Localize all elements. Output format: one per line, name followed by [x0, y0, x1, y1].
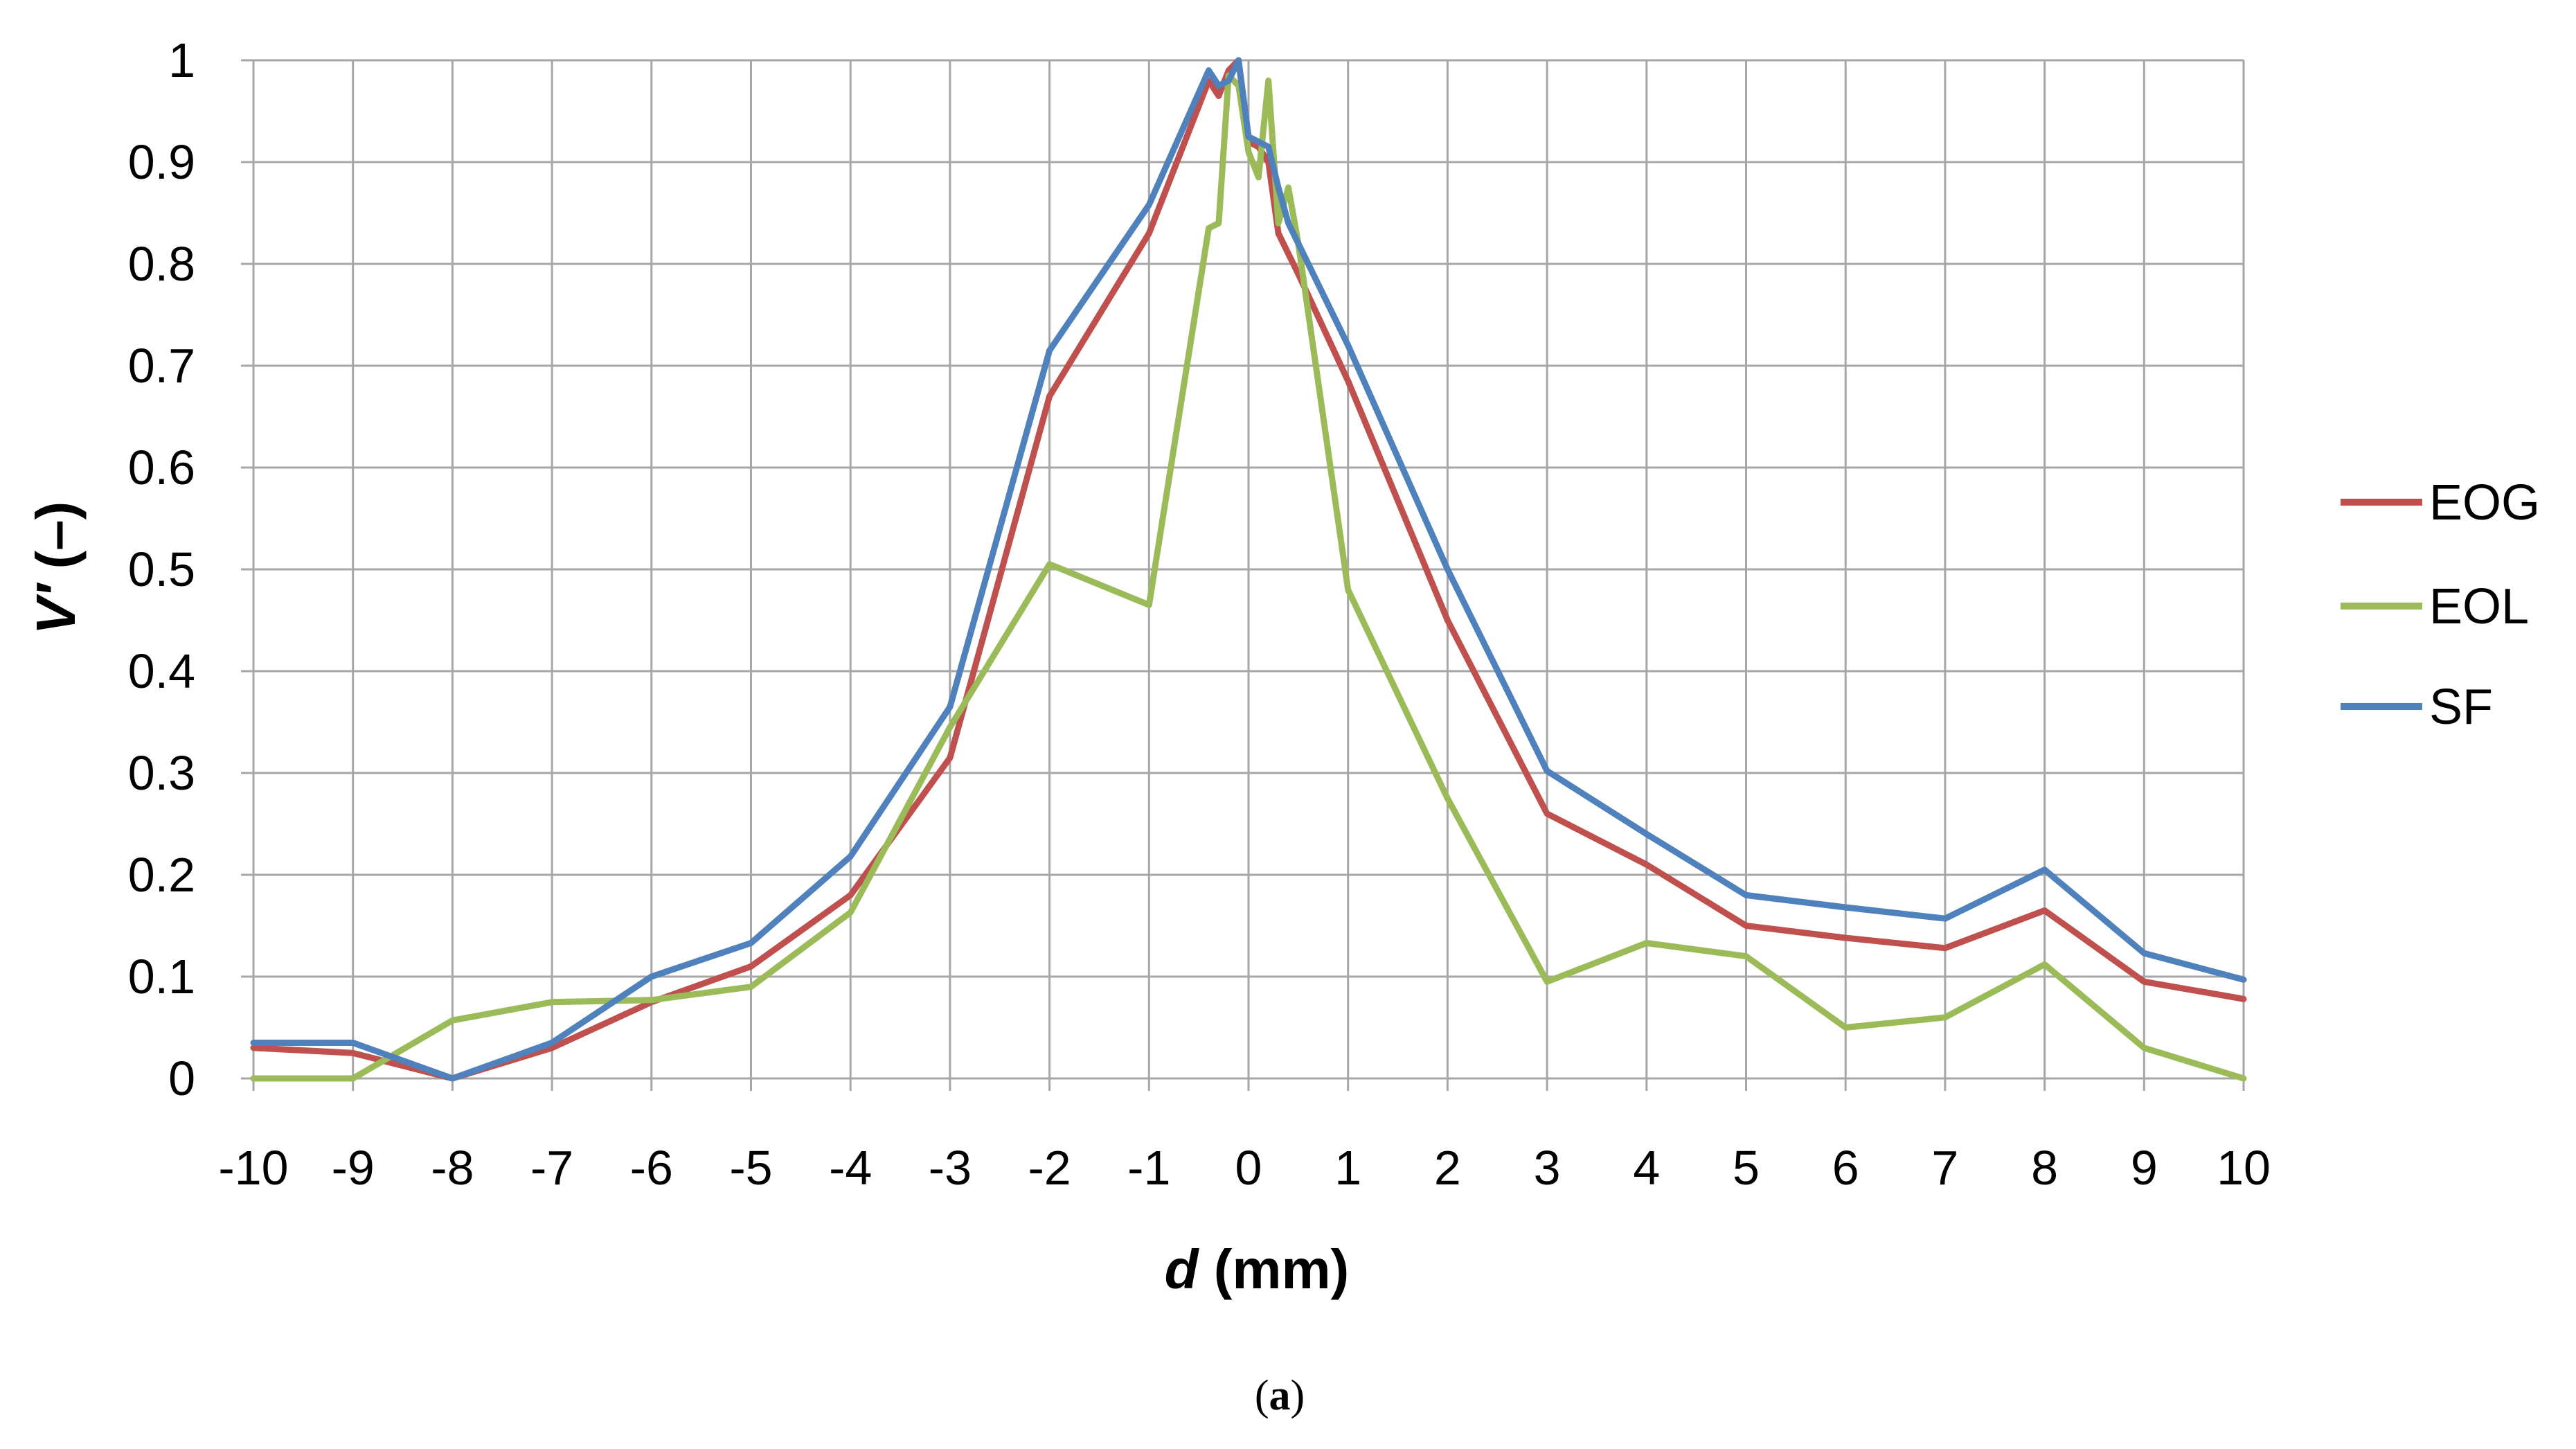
- y-tick-label-7: 0.7: [128, 339, 195, 393]
- x-tick-label-18: 8: [2031, 1141, 2058, 1195]
- x-tick-label-1: -9: [332, 1141, 375, 1195]
- x-tick-label-13: 3: [1534, 1141, 1561, 1195]
- x-tick-labels: -10 -9 -8 -7 -6 -5 -4 -3 -2 -1 0 1 2 3 4 5 6 7 8 9 10: [218, 1141, 2271, 1195]
- x-tick-label-12: 2: [1434, 1141, 1461, 1195]
- x-tick-label-10: 0: [1235, 1141, 1262, 1195]
- y-tick-label-5: 0.5: [128, 542, 195, 596]
- x-tick-label-8: -2: [1028, 1141, 1071, 1195]
- x-tick-label-4: -6: [630, 1141, 673, 1195]
- x-tick-label-6: -4: [829, 1141, 872, 1195]
- x-tick-label-20: 10: [2217, 1141, 2271, 1195]
- y-tick-label-9: 0.9: [128, 135, 195, 189]
- x-tick-label-17: 7: [1931, 1141, 1958, 1195]
- x-tick-label-2: -8: [431, 1141, 474, 1195]
- y-tick-labels: 0 0.1 0.2 0.3 0.4 0.5 0.6 0.7 0.8 0.9 1: [128, 33, 195, 1105]
- legend-label-eog: EOG: [2429, 475, 2540, 531]
- y-tick-label-10: 1: [168, 33, 195, 87]
- series-lines: [250, 57, 2247, 1082]
- x-tick-label-5: -5: [729, 1141, 772, 1195]
- x-axis-label: d (mm): [1165, 1238, 1350, 1300]
- series-line-sf: [250, 57, 2247, 1082]
- legend-label-eol: EOL: [2429, 579, 2529, 634]
- series-line-eog: [250, 57, 2247, 1082]
- legend: EOG EOL SF: [2341, 475, 2540, 735]
- y-tick-label-3: 0.3: [128, 746, 195, 800]
- x-tick-label-19: 9: [2131, 1141, 2158, 1195]
- x-tick-label-9: -1: [1127, 1141, 1170, 1195]
- series-line-eol: [250, 72, 2247, 1082]
- x-tick-label-16: 6: [1832, 1141, 1859, 1195]
- figure-caption: (a): [1255, 1372, 1305, 1419]
- x-tick-label-15: 5: [1733, 1141, 1760, 1195]
- y-tick-label-6: 0.6: [128, 441, 195, 495]
- y-tick-label-8: 0.8: [128, 237, 195, 291]
- legend-label-sf: SF: [2429, 679, 2493, 735]
- x-tick-label-0: -10: [218, 1141, 288, 1195]
- y-tick-label-4: 0.4: [128, 644, 195, 698]
- x-tick-label-3: -7: [530, 1141, 573, 1195]
- y-tick-label-1: 0.1: [128, 950, 195, 1004]
- y-tick-label-2: 0.2: [128, 848, 195, 902]
- x-tick-label-14: 4: [1633, 1141, 1660, 1195]
- grid-lines: [241, 59, 2245, 1091]
- y-axis-label: V′ (–): [25, 501, 87, 635]
- y-tick-label-0: 0: [168, 1051, 195, 1105]
- x-tick-label-11: 1: [1334, 1141, 1361, 1195]
- x-tick-label-7: -3: [929, 1141, 972, 1195]
